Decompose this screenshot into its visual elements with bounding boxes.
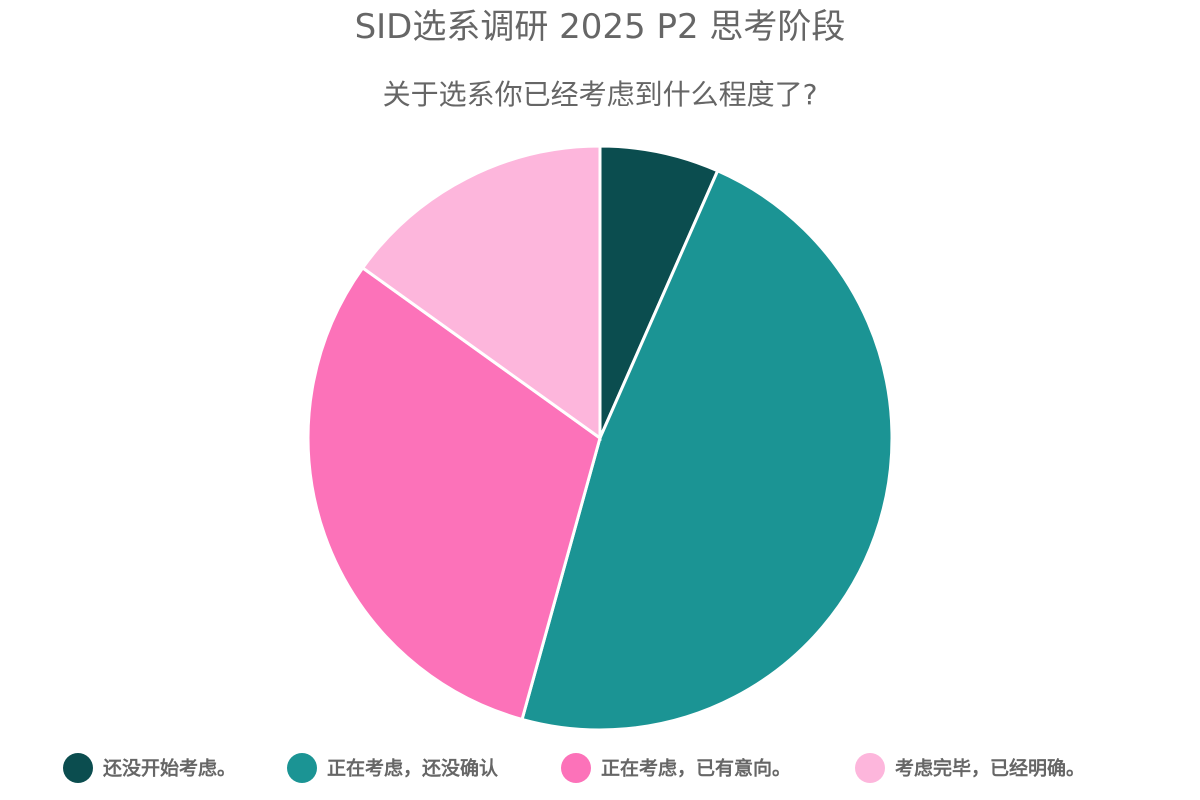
legend: 还没开始考虑。 正在考虑，还没确认 正在考虑，已有意向。 考虑完毕，已经明确。 — [63, 753, 1085, 783]
pie-slice — [306, 265, 602, 722]
pie-slice — [520, 168, 894, 732]
legend-label: 正在考虑，已有意向。 — [601, 757, 791, 780]
legend-label: 考虑完毕，已经明确。 — [895, 757, 1085, 780]
pie-slice — [360, 144, 602, 441]
legend-marker — [855, 753, 885, 783]
legend-label: 正在考虑，还没确认 — [327, 757, 498, 780]
chart-subtitle: 关于选系你已经考虑到什么程度了? — [383, 78, 818, 111]
legend-label: 还没开始考虑。 — [102, 757, 236, 780]
pie-slice — [598, 144, 720, 439]
pie — [306, 144, 894, 732]
legend-marker — [561, 753, 591, 783]
legend-marker — [63, 753, 93, 783]
legend-marker — [287, 753, 317, 783]
chart-title: SID选系调研 2025 P2 思考阶段 — [355, 7, 846, 47]
